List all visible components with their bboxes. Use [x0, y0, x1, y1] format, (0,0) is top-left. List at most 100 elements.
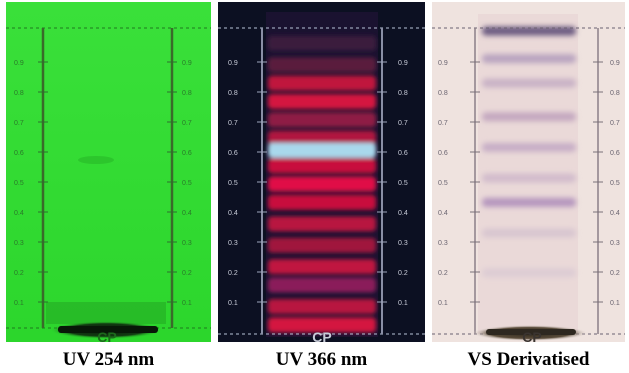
scale-label: 0.7 — [182, 120, 192, 127]
scale-label: 0.6 — [14, 150, 24, 157]
scale-label: 0.3 — [438, 240, 448, 247]
scale-label: 0.1 — [228, 300, 238, 307]
scale-label: 0.5 — [610, 180, 620, 187]
scale-label: 0.9 — [182, 60, 192, 67]
scale-label: 0.2 — [14, 270, 24, 277]
scale-label: 0.8 — [398, 90, 408, 97]
chromatogram-band — [268, 259, 376, 275]
chromatogram-band — [268, 112, 376, 128]
scale-label: 0.3 — [14, 240, 24, 247]
plate-background — [6, 2, 211, 342]
chromatogram-band — [268, 298, 376, 314]
origin-haze — [46, 302, 166, 324]
scale-label: 0.9 — [228, 60, 238, 67]
scale-label: 0.5 — [228, 180, 238, 187]
scale-label: 0.5 — [438, 180, 448, 187]
scale-label: 0.9 — [14, 60, 24, 67]
track-label-cp: CP — [312, 329, 331, 342]
scale-label: 0.1 — [610, 300, 620, 307]
scale-label: 0.6 — [398, 150, 408, 157]
scale-label: 0.6 — [228, 150, 238, 157]
scale-label: 0.9 — [398, 60, 408, 67]
chromatogram-band — [482, 26, 576, 36]
band-group — [482, 26, 576, 278]
scale-label: 0.2 — [438, 270, 448, 277]
scale-label: 0.4 — [228, 210, 238, 217]
plate-uv366: 0.9 0.8 0.7 0.6 0.5 0.4 0.3 0.2 0.1 0.9 … — [218, 2, 425, 342]
scale-labels-left: 0.9 0.8 0.7 0.6 0.5 0.4 0.3 0.2 0.1 — [228, 60, 238, 307]
chromatogram-band — [268, 75, 376, 91]
chromatogram-band — [482, 112, 576, 122]
chromatogram-band — [268, 35, 376, 51]
chromatogram-band — [482, 228, 576, 238]
scale-label: 0.5 — [182, 180, 192, 187]
scale-label: 0.2 — [398, 270, 408, 277]
scale-label: 0.1 — [14, 300, 24, 307]
scale-label: 0.3 — [398, 240, 408, 247]
chromatogram-band — [482, 142, 576, 152]
scale-labels-right: 0.9 0.8 0.7 0.6 0.5 0.4 0.3 0.2 0.1 — [182, 60, 192, 307]
scale-ticks — [38, 61, 177, 303]
chromatogram-band — [482, 268, 576, 278]
scale-ticks — [470, 61, 603, 303]
scale-label: 0.6 — [610, 150, 620, 157]
scale-label: 0.6 — [438, 150, 448, 157]
scale-label: 0.7 — [610, 120, 620, 127]
scale-labels-left: 0.9 0.8 0.7 0.6 0.5 0.4 0.3 0.2 0.1 — [14, 60, 24, 307]
plate-uv254-image: 0.9 0.8 0.7 0.6 0.5 0.4 0.3 0.2 0.1 0.9 … — [6, 2, 211, 342]
chromatogram-band — [482, 78, 576, 88]
chromatogram-band — [268, 57, 376, 73]
chromatogram-band — [268, 142, 376, 158]
plate-uv254: 0.9 0.8 0.7 0.6 0.5 0.4 0.3 0.2 0.1 0.9 … — [6, 2, 211, 342]
scale-label: 0.7 — [398, 120, 408, 127]
scale-label: 0.3 — [182, 240, 192, 247]
scale-label: 0.8 — [610, 90, 620, 97]
scale-label: 0.4 — [398, 210, 408, 217]
scale-ticks — [257, 61, 387, 303]
scale-label: 0.8 — [438, 90, 448, 97]
chromatogram-band — [268, 158, 376, 174]
band-group — [268, 35, 376, 333]
scale-label: 0.1 — [438, 300, 448, 307]
chromatogram-band — [268, 277, 376, 293]
chromatogram-band — [268, 130, 376, 146]
chromatogram-band — [268, 194, 376, 210]
scale-label: 0.3 — [610, 240, 620, 247]
scale-label: 0.7 — [228, 120, 238, 127]
chromatogram-band — [268, 237, 376, 253]
scale-label: 0.9 — [438, 60, 448, 67]
scale-label: 0.2 — [610, 270, 620, 277]
scale-label: 0.8 — [228, 90, 238, 97]
scale-label: 0.4 — [610, 210, 620, 217]
chromatogram-band — [268, 216, 376, 232]
chromatogram-band — [482, 197, 576, 207]
caption-uv254: UV 254 nm — [62, 349, 155, 370]
scale-label: 0.4 — [438, 210, 448, 217]
chromatogram-band — [268, 317, 376, 333]
scale-label: 0.8 — [14, 90, 24, 97]
scale-labels-left: 0.9 0.8 0.7 0.6 0.5 0.4 0.3 0.2 0.1 — [438, 60, 448, 307]
scale-label: 0.2 — [228, 270, 238, 277]
chromatogram-band — [268, 176, 376, 192]
chromatogram-band — [482, 173, 576, 183]
scale-label: 0.4 — [182, 210, 192, 217]
plate-uv366-image: 0.9 0.8 0.7 0.6 0.5 0.4 0.3 0.2 0.1 0.9 … — [218, 2, 425, 342]
plate-vs-image: 0.9 0.8 0.7 0.6 0.5 0.4 0.3 0.2 0.1 0.9 … — [432, 2, 625, 342]
scale-labels-right: 0.9 0.8 0.7 0.6 0.5 0.4 0.3 0.2 0.1 — [398, 60, 408, 307]
caption-uv366: UV 366 nm — [275, 349, 368, 370]
scale-label: 0.7 — [14, 120, 24, 127]
caption-vs-derivatised: VS Derivatised — [467, 349, 590, 370]
scale-label: 0.8 — [182, 90, 192, 97]
scale-label: 0.7 — [438, 120, 448, 127]
track-label-cp: CP — [522, 329, 541, 342]
scale-label: 0.6 — [182, 150, 192, 157]
scale-label: 0.5 — [398, 180, 408, 187]
track-label-cp: CP — [97, 329, 116, 342]
scale-label: 0.9 — [610, 60, 620, 67]
faint-spot — [78, 156, 114, 164]
origin-spot-core — [58, 326, 158, 333]
scale-label: 0.1 — [182, 300, 192, 307]
chromatogram-band — [482, 54, 576, 64]
chromatogram-band — [268, 93, 376, 109]
origin-spot-core — [486, 329, 576, 335]
